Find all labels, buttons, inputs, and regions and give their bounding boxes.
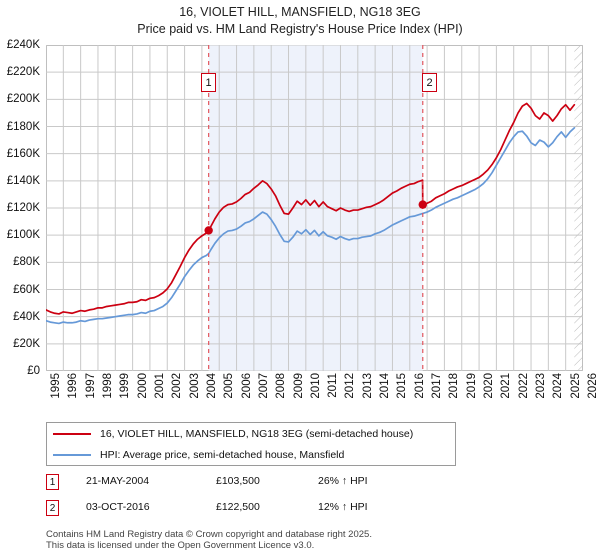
x-axis-tick-label: 1997 (84, 373, 97, 399)
x-axis-tick-label: 2008 (275, 373, 288, 399)
transaction-hpi-delta-2: 12% ↑ HPI (318, 501, 368, 513)
transaction-index-1: 1 (46, 474, 59, 490)
x-axis-tick-label: 2020 (483, 373, 496, 399)
legend-label-hpi: HPI: Average price, semi-detached house,… (100, 448, 345, 461)
x-axis-tick-label: 2003 (188, 373, 201, 399)
transaction-hpi-delta-1: 26% ↑ HPI (318, 475, 368, 487)
x-axis-tick-label: 2009 (292, 373, 305, 399)
chart-title-block: 16, VIOLET HILL, MANSFIELD, NG18 3EG Pri… (0, 0, 600, 38)
plot-inner (46, 45, 583, 371)
price-history-chart (46, 45, 583, 371)
marker-callout-1[interactable]: 1 (201, 73, 216, 92)
x-axis-tick-label: 2007 (257, 373, 270, 399)
transaction-price-2: £122,500 (216, 501, 260, 513)
x-axis-tick-label: 1996 (67, 373, 80, 399)
y-axis-tick-label: £120K (6, 202, 40, 214)
x-axis-tick-label: 2018 (448, 373, 461, 399)
x-axis-tick-label: 2017 (431, 373, 444, 399)
x-axis-tick-label: 2019 (465, 373, 478, 399)
x-axis-tick-label: 2021 (500, 373, 513, 399)
y-axis-tick-label: £140K (6, 174, 40, 187)
x-axis-tick-label: 2011 (327, 373, 340, 398)
footer-line-2: This data is licensed under the Open Gov… (46, 540, 315, 551)
x-axis-tick-label: 2016 (413, 373, 426, 399)
x-axis-labels: 1995 1996 1997 1998 1999 2000 2001 2002 2003 2004… (46, 373, 599, 413)
x-axis-tick-label: 2006 (240, 373, 253, 399)
x-axis-tick-label: 2022 (517, 373, 530, 399)
y-axis-tick-label: £80K (13, 256, 40, 269)
y-axis-labels: £0 £20K £40K £60K £80K £100K £120K £140K £160K £1… (0, 39, 44, 377)
footer-line-1: Contains HM Land Registry data © Crown c… (46, 529, 372, 540)
plot-svg (46, 45, 583, 371)
transaction-price-1: £103,500 (216, 475, 260, 487)
x-axis-tick-label: 2024 (552, 373, 565, 399)
table-row[interactable]: 2 03-OCT-2016 £122,500 12% ↑ HPI (46, 499, 466, 525)
chart-legend: 16, VIOLET HILL, MANSFIELD, NG18 3EG (se… (46, 422, 456, 466)
x-axis-tick-label: 2012 (344, 373, 357, 399)
x-axis-tick-label: 1999 (119, 373, 132, 399)
x-axis-tick-label: 2001 (153, 373, 166, 399)
page-subtitle: Price paid vs. HM Land Registry's House … (137, 22, 463, 36)
page-title: 16, VIOLET HILL, MANSFIELD, NG18 3EG (179, 5, 421, 19)
x-axis-tick-label: 2010 (309, 373, 322, 399)
x-axis-tick-label: 1995 (50, 373, 62, 399)
x-axis-tick-label: 2025 (569, 373, 582, 399)
transactions-table: 1 21-MAY-2004 £103,500 26% ↑ HPI 2 03-OC… (46, 473, 466, 525)
legend-label-property: 16, VIOLET HILL, MANSFIELD, NG18 3EG (se… (100, 427, 414, 440)
x-axis-tick-label: 2004 (205, 373, 218, 399)
y-axis-tick-label: £160K (6, 147, 40, 160)
table-row[interactable]: 1 21-MAY-2004 £103,500 26% ↑ HPI (46, 473, 466, 499)
y-axis-tick-label: £100K (6, 229, 40, 242)
y-axis-tick-label: £180K (6, 120, 40, 133)
legend-swatch-property (53, 432, 91, 435)
y-axis-tick-label: £20K (13, 337, 40, 350)
x-axis-tick-label: 2000 (136, 373, 149, 399)
y-axis-tick-label: £200K (6, 93, 40, 106)
y-axis-tick-label: £40K (13, 310, 40, 323)
transaction-date-2: 03-OCT-2016 (86, 501, 150, 513)
x-axis-tick-label: 2026 (587, 373, 599, 399)
x-axis-tick-label: 2014 (379, 373, 392, 399)
y-axis-tick-label: £60K (13, 283, 40, 296)
x-axis-tick-label: 2013 (361, 373, 374, 399)
y-axis-tick-label: £220K (6, 66, 40, 79)
y-axis-tick-label: £0 (27, 365, 40, 377)
x-axis-tick-label: 2015 (396, 373, 409, 399)
transaction-index-2: 2 (46, 500, 59, 516)
legend-item-property: 16, VIOLET HILL, MANSFIELD, NG18 3EG (se… (47, 423, 455, 444)
legend-item-hpi: HPI: Average price, semi-detached house,… (47, 444, 455, 465)
marker-callout-2[interactable]: 2 (422, 73, 437, 92)
x-axis-tick-label: 2005 (223, 373, 236, 399)
x-axis-tick-label: 1998 (101, 373, 114, 399)
x-axis-tick-label: 2023 (535, 373, 548, 399)
y-axis-tick-label: £240K (6, 39, 40, 51)
copyright-footer: Contains HM Land Registry data © Crown c… (46, 529, 586, 551)
x-axis-tick-label: 2002 (171, 373, 184, 399)
legend-swatch-hpi (53, 453, 91, 456)
transaction-date-1: 21-MAY-2004 (86, 475, 150, 487)
